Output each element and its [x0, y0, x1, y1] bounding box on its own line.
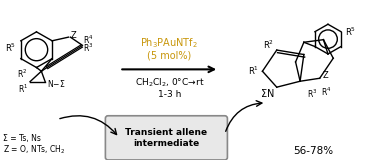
Text: R$^2$: R$^2$ [263, 38, 274, 51]
Text: (5 mol%): (5 mol%) [147, 51, 192, 61]
Text: R$^1$: R$^1$ [248, 65, 259, 77]
Text: N: N [267, 89, 274, 99]
Text: N$-$Σ: N$-$Σ [47, 78, 65, 89]
Text: Z: Z [323, 71, 328, 80]
Text: R$^2$: R$^2$ [17, 68, 27, 80]
Text: R$^3$: R$^3$ [83, 42, 94, 54]
Text: Σ: Σ [261, 89, 267, 99]
Text: R$^1$: R$^1$ [18, 83, 28, 95]
Text: R$^4$: R$^4$ [83, 33, 94, 46]
Text: R$^5$: R$^5$ [345, 25, 356, 38]
Text: R$^5$: R$^5$ [5, 42, 17, 54]
Text: Z: Z [71, 31, 77, 40]
Text: R$^3$: R$^3$ [307, 88, 317, 100]
FancyBboxPatch shape [105, 116, 228, 160]
Text: 56-78%: 56-78% [293, 146, 333, 156]
Text: Ph$_3$PAuNTf$_2$: Ph$_3$PAuNTf$_2$ [141, 37, 198, 50]
Text: Σ = Ts, Ns: Σ = Ts, Ns [3, 134, 40, 143]
Text: R$^4$: R$^4$ [321, 86, 331, 98]
Text: 1-3 h: 1-3 h [158, 90, 181, 99]
Text: Z = O, NTs, CH$_2$: Z = O, NTs, CH$_2$ [3, 144, 65, 156]
Text: Transient allene
intermediate: Transient allene intermediate [125, 128, 208, 147]
Text: CH$_2$Cl$_2$, 0°C→rt: CH$_2$Cl$_2$, 0°C→rt [135, 76, 204, 89]
